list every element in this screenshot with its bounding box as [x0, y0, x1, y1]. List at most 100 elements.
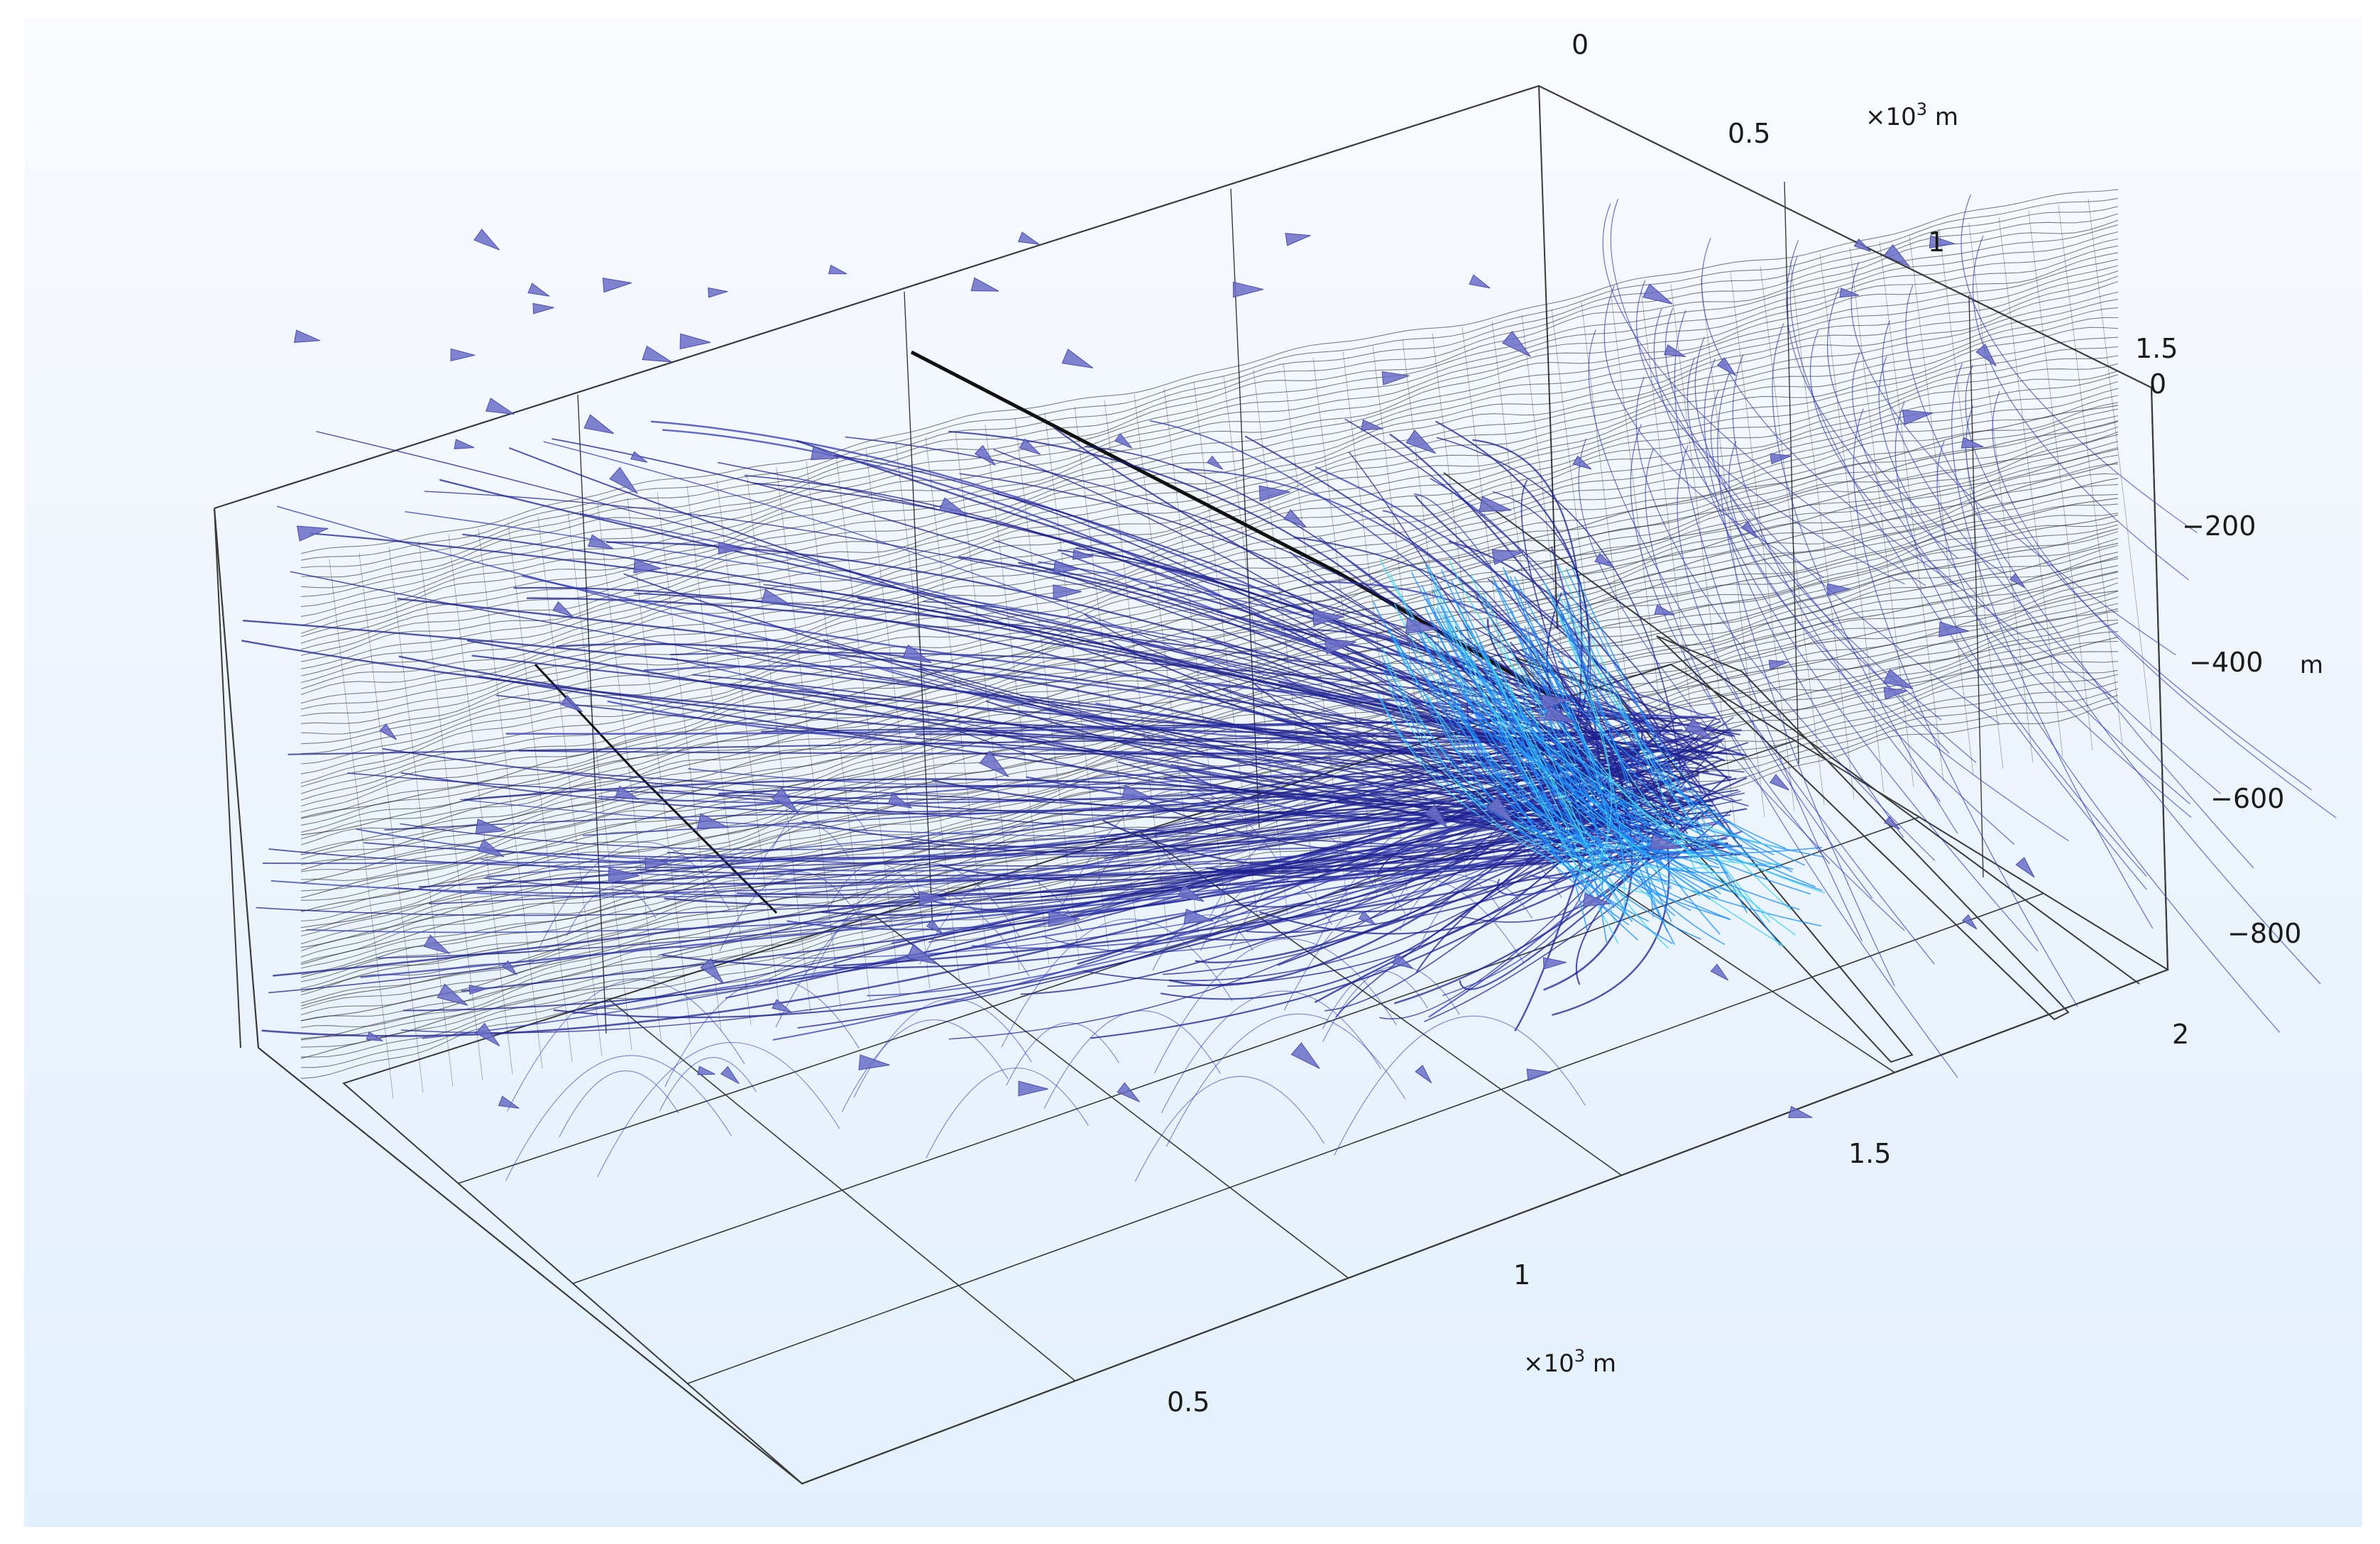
flow-arrowhead [297, 525, 329, 542]
streamline [316, 431, 1678, 822]
flow-arrow [642, 345, 672, 363]
flow-arrowhead [1502, 331, 1531, 357]
streamline-bright [1550, 594, 1669, 906]
flow-arrowhead [1883, 687, 1908, 700]
layer-contour [300, 608, 2119, 1022]
streamline-sparse [1694, 336, 1942, 721]
flow-arrowhead [527, 283, 550, 297]
flow-arrowhead [1654, 604, 1675, 615]
z-tick-800: −800 [2227, 918, 2301, 949]
streamline-bright [1426, 599, 1718, 889]
flow-arrowhead [485, 398, 515, 415]
fault-edge [1443, 472, 2140, 985]
flow-arrowhead [1710, 963, 1729, 981]
flow-arrow [1664, 344, 1686, 358]
flow-arrowhead [1827, 583, 1851, 596]
flow-arrowhead [1839, 288, 1860, 298]
streamline-sparse [1965, 364, 2312, 791]
flow-arrowhead [1405, 429, 1437, 454]
terrain-crossline [1819, 253, 1885, 794]
flow-arrowhead [294, 329, 321, 344]
streamline-arc [1166, 1013, 1405, 1147]
terrain-contour [300, 275, 2119, 656]
streamline-bright [1562, 591, 1782, 946]
flow-arrow [1072, 549, 1093, 560]
flow-arrow [1053, 560, 1079, 574]
flow-arrowhead [1884, 243, 1910, 267]
terrain-contour [300, 197, 2119, 561]
flow-arrow [583, 414, 615, 434]
flow-arrow [810, 446, 840, 461]
flow-arrow [1391, 953, 1414, 969]
flow-arrow [1541, 694, 1572, 710]
flow-arrowhead [423, 934, 451, 954]
plot-viewport[interactable]: 0 0.5 1 1.5 ×103 m 0 −200 −400 −600 −800… [24, 18, 2362, 1527]
flow-arrowhead [1048, 910, 1080, 927]
flow-arrow [1424, 804, 1449, 829]
streamline-bright [1427, 694, 1666, 897]
streamline-sparse [1610, 199, 1950, 754]
layer-contour [300, 637, 2119, 1059]
streamline-bright [1393, 603, 1605, 843]
terrain-crossline [2088, 198, 2153, 738]
flow-arrow [1491, 549, 1524, 565]
flow-arrowhead [615, 785, 640, 800]
flow-arrowhead [1206, 455, 1224, 470]
flow-arrowhead [1285, 233, 1311, 246]
flow-arrowhead [1788, 1105, 1813, 1118]
streamline-sparse [1992, 390, 2337, 818]
box-left-vertical [214, 508, 241, 1049]
terrain-crossline [1789, 259, 1855, 799]
flow-arrowhead [1961, 437, 1984, 449]
streamline [1472, 439, 1583, 726]
flow-arrow [1975, 344, 1997, 367]
flow-arrowhead [583, 414, 615, 434]
flow-arrowhead [1664, 344, 1686, 358]
flow-arrowhead [1938, 621, 1970, 637]
streamline [1520, 648, 1601, 823]
streamline-bright [1509, 608, 1675, 945]
terrain-crossline [1849, 247, 1914, 787]
flow-arrow [1769, 774, 1789, 791]
streamline-bright [1485, 699, 1612, 868]
streamline [657, 834, 1645, 956]
flow-arrow [1582, 892, 1611, 907]
streamline [1315, 466, 1737, 839]
flow-arrowhead [468, 985, 488, 995]
streamline [1062, 735, 1690, 858]
flow-arrowhead [901, 644, 932, 664]
streamline-bright [1467, 624, 1730, 892]
flow-arrow [366, 1031, 383, 1041]
terrain-contour [300, 307, 2119, 684]
flow-arrow [938, 497, 967, 515]
streamline-sparse [1809, 329, 2112, 697]
flow-arrowhead [366, 1031, 383, 1041]
flow-arrowhead [1770, 453, 1792, 464]
flow-arrowhead [1232, 281, 1264, 298]
flow-arrow [1232, 281, 1264, 298]
streamline-arc [810, 862, 1020, 980]
flow-arrowhead [918, 891, 947, 906]
flow-arrow [1502, 331, 1531, 357]
flow-arrow [473, 229, 500, 251]
streamline [1168, 716, 1677, 987]
streamline-bright [1565, 568, 1752, 858]
flow-arrowhead [810, 446, 840, 461]
flow-arrow [1361, 419, 1383, 431]
streamline-bright [1557, 605, 1655, 918]
streamline-sparse [1973, 236, 2189, 581]
streamline-bright [1462, 689, 1701, 940]
streamline-sparse [1677, 445, 1873, 899]
flow-arrow [696, 813, 729, 829]
streamline-arc [1392, 816, 1563, 911]
z-tick-0: 0 [2149, 368, 2166, 400]
streamline-arc [771, 797, 867, 852]
streamline-bright [1492, 657, 1720, 869]
streamline-bright [1405, 609, 1811, 895]
layer-contour [300, 498, 2119, 912]
streamline-bright [1558, 565, 1696, 871]
flow-arrowhead [1740, 521, 1757, 539]
layer-contour [300, 461, 2119, 884]
terrain-contour [300, 681, 2119, 1048]
flow-arrowhead [1053, 560, 1079, 574]
